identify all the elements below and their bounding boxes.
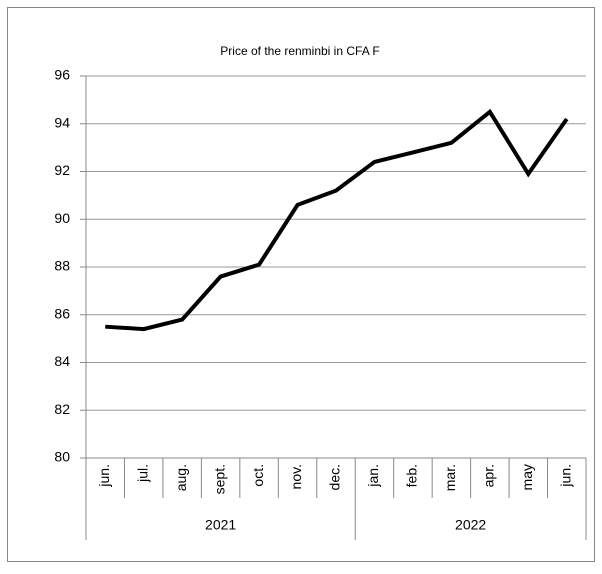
x-tick-label: jun. (557, 464, 573, 488)
x-tick-label: apr. (481, 464, 497, 487)
x-tick-label: dec. (327, 464, 343, 490)
y-tick-label: 80 (54, 449, 70, 465)
group-label: 2021 (205, 517, 236, 533)
y-tick-label: 82 (54, 401, 70, 417)
y-tick-label: 92 (54, 162, 70, 178)
x-tick-label: jul. (134, 464, 150, 483)
y-tick-label: 86 (54, 305, 70, 321)
x-tick-label: jan. (365, 464, 381, 488)
y-tick-label: 84 (54, 353, 70, 369)
x-tick-label: may (519, 464, 535, 490)
y-tick-label: 96 (54, 67, 70, 83)
line-series (105, 108, 569, 332)
y-tick-label: 94 (54, 114, 70, 130)
x-tick-label: sept. (211, 464, 227, 494)
x-tick-label: feb. (404, 464, 420, 487)
chart-frame (7, 7, 595, 562)
group-label: 2022 (455, 517, 486, 533)
x-tick-label: jun. (96, 464, 112, 488)
x-tick-label: oct. (250, 464, 266, 487)
x-tick-label: mar. (442, 464, 458, 491)
chart-title: Price of the renminbi in CFA F (220, 44, 379, 58)
x-tick-label: nov. (288, 464, 304, 489)
y-tick-label: 90 (54, 210, 70, 226)
y-tick-label: 88 (54, 258, 70, 274)
x-tick-label: aug. (173, 464, 189, 491)
